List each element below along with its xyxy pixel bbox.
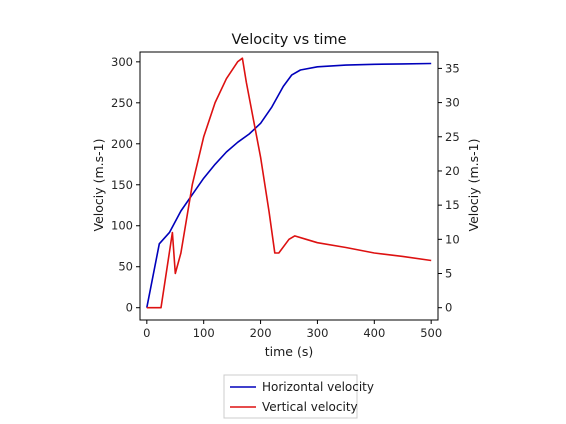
plot-frame — [139, 51, 439, 321]
x-tick-label: 100 — [193, 326, 215, 340]
legend: Horizontal velocity Vertical velocity — [223, 374, 374, 419]
y-left-tick-label: 0 — [126, 301, 133, 315]
x-tick-label: 200 — [250, 326, 272, 340]
y-left-tick-label: 300 — [111, 55, 133, 69]
y-right-tick-label: 0 — [445, 301, 452, 315]
y-right-tick-label: 25 — [445, 130, 460, 144]
y-right-tick-label: 15 — [445, 198, 460, 212]
y-right-tick-label: 5 — [445, 267, 452, 281]
series-line-vertical-velocity — [146, 57, 432, 309]
x-tick-label: 400 — [363, 326, 385, 340]
y-right-tick-label: 20 — [445, 164, 460, 178]
y-left-tick-label: 250 — [111, 96, 133, 110]
plot-area: 0 100 200 300 400 500050100150200250300051015… — [111, 51, 460, 340]
y-left-tick-label: 50 — [118, 260, 133, 274]
y-right-tick-label: 35 — [445, 61, 460, 75]
y-left-tick-label: 150 — [111, 178, 133, 192]
x-tick-label: 500 — [420, 326, 442, 340]
y-left-tick-label: 200 — [111, 137, 133, 151]
series-line-horizontal-velocity — [146, 62, 432, 308]
y-axis-label-left: Velociy (m.s-1) — [91, 139, 106, 232]
y-right-tick-label: 10 — [445, 232, 460, 246]
y-axis-label-right: Velociy (m.s-1) — [466, 139, 481, 232]
x-axis-label: time (s) — [265, 344, 313, 359]
chart-title: Velocity vs time — [232, 32, 347, 48]
y-left-tick-label: 100 — [111, 219, 133, 233]
legend-label-horizontal: Horizontal velocity — [262, 380, 374, 394]
legend-frame — [223, 374, 358, 419]
legend-label-vertical: Vertical velocity — [262, 400, 358, 414]
x-tick-label: 300 — [306, 326, 328, 340]
y-right-tick-label: 30 — [445, 96, 460, 110]
x-tick-label: 0 — [143, 326, 150, 340]
